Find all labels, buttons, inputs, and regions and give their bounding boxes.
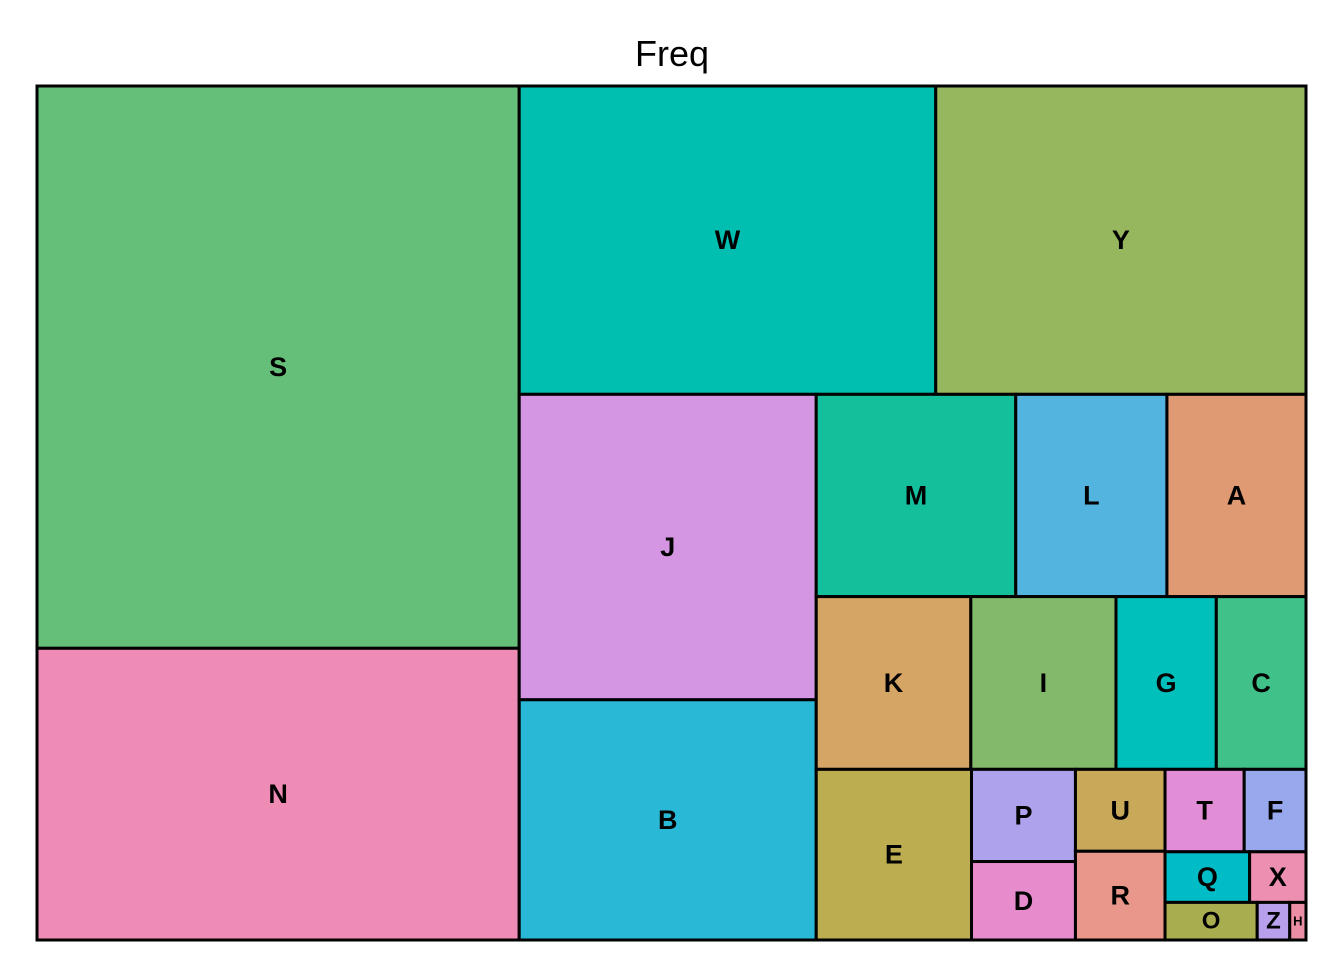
treemap-label-S: S <box>269 352 287 382</box>
treemap-cell-R <box>1073 849 1167 942</box>
treemap-cell-M <box>814 392 1018 599</box>
treemap-labels: S N W Y J B M L A K I G C E P D U R T F Q X O Z H <box>268 225 1302 935</box>
treemap-label-I: I <box>1040 668 1048 698</box>
treemap-label-Q: Q <box>1197 862 1218 892</box>
treemap-label-L: L <box>1083 480 1100 510</box>
treemap-cell-Y <box>934 84 1308 396</box>
treemap-label-M: M <box>905 480 928 510</box>
treemap-cell-D <box>970 860 1077 942</box>
treemap-cell-G <box>1114 595 1218 771</box>
treemap-label-O: O <box>1202 908 1221 935</box>
treemap-cell-N <box>35 646 521 942</box>
treemap-label-D: D <box>1014 886 1034 916</box>
treemap-label-Z: Z <box>1266 908 1281 935</box>
treemap-label-R: R <box>1110 881 1130 911</box>
treemap-cell-T <box>1163 767 1246 854</box>
treemap-cells <box>35 84 1308 942</box>
treemap-label-U: U <box>1110 795 1130 825</box>
treemap-label-J: J <box>660 532 675 562</box>
treemap-label-Y: Y <box>1112 225 1130 255</box>
treemap-border <box>35 84 1308 942</box>
treemap-cell-K <box>814 595 973 771</box>
treemap-cell-Q <box>1163 850 1252 904</box>
treemap-label-N: N <box>268 779 288 809</box>
treemap-cell-W <box>517 84 938 396</box>
treemap-cell-L <box>1014 392 1169 599</box>
treemap-cell-C <box>1214 595 1308 771</box>
treemap-label-K: K <box>884 668 904 698</box>
treemap-cell-S <box>35 84 521 650</box>
chart-title: Freq <box>634 33 710 74</box>
treemap-cell-O <box>1163 900 1259 942</box>
treemap-label-X: X <box>1269 862 1287 892</box>
treemap-cell-U <box>1073 767 1167 853</box>
treemap-cell-A <box>1165 392 1308 599</box>
treemap-label-C: C <box>1251 668 1271 698</box>
treemap-label-P: P <box>1014 800 1032 830</box>
treemap-label-F: F <box>1267 796 1284 826</box>
treemap-label-G: G <box>1156 668 1177 698</box>
treemap-label-E: E <box>885 840 903 870</box>
treemap-cell-P <box>970 767 1077 864</box>
treemap-cell-E <box>814 767 974 942</box>
treemap-label-A: A <box>1227 480 1247 510</box>
treemap-label-W: W <box>715 225 741 255</box>
treemap-label-T: T <box>1196 796 1213 826</box>
treemap-label-H: H <box>1293 914 1302 929</box>
treemap-label-B: B <box>658 805 678 835</box>
